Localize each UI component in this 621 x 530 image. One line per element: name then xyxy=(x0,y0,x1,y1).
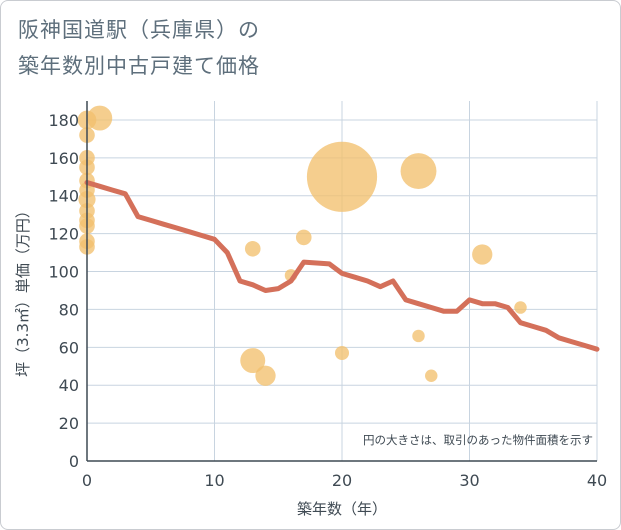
bubble-size-note: 円の大きさは、取引のあった物件面積を示す xyxy=(363,433,593,447)
bubble-point xyxy=(306,141,378,212)
bubble-point xyxy=(255,365,276,386)
bubble-point xyxy=(514,301,527,314)
bubble-point xyxy=(244,240,261,257)
bubble-point xyxy=(425,369,438,382)
y-tick-label: 20 xyxy=(59,414,79,433)
chart-title-line-2: 築年数別中古戸建て価格 xyxy=(18,54,260,78)
y-tick-label: 140 xyxy=(48,187,79,206)
chart-title: 阪神国道駅（兵庫県）の 築年数別中古戸建て価格 xyxy=(18,12,260,84)
y-tick-label: 60 xyxy=(59,338,79,357)
y-tick-label: 40 xyxy=(59,376,79,395)
bubble-series xyxy=(77,105,527,386)
bubble-point xyxy=(472,244,493,265)
x-tick-label: 0 xyxy=(82,471,92,490)
x-tick-label: 10 xyxy=(204,471,224,490)
x-tick-label: 30 xyxy=(459,471,479,490)
bubble-point xyxy=(295,229,312,246)
bubble-point xyxy=(400,153,437,190)
bubble-point xyxy=(240,348,266,374)
axes xyxy=(86,101,597,462)
y-tick-label: 0 xyxy=(69,452,79,471)
bubble-point xyxy=(412,329,425,343)
y-tick-label: 180 xyxy=(48,111,79,130)
x-tick-label: 40 xyxy=(587,471,607,490)
y-tick-label: 80 xyxy=(59,300,79,319)
chart-title-line-1: 阪神国道駅（兵庫県）の xyxy=(18,18,260,42)
trend-line xyxy=(84,180,600,352)
trend-series xyxy=(84,180,600,352)
y-tick-label: 160 xyxy=(48,149,79,168)
y-tick-label: 120 xyxy=(48,225,79,244)
x-tick-label: 20 xyxy=(332,471,352,490)
y-tick-label: 100 xyxy=(48,263,79,282)
tick-labels: 0 20 40 60 80 100 120 140 160 180 0 10 20 30 40 xyxy=(48,111,607,490)
bubble-point xyxy=(334,345,350,361)
y-axis-title: 坪（3.3㎡）単価（万円） xyxy=(14,203,32,377)
x-axis-title: 築年数（年） xyxy=(297,500,387,518)
bubble-point xyxy=(87,105,113,131)
